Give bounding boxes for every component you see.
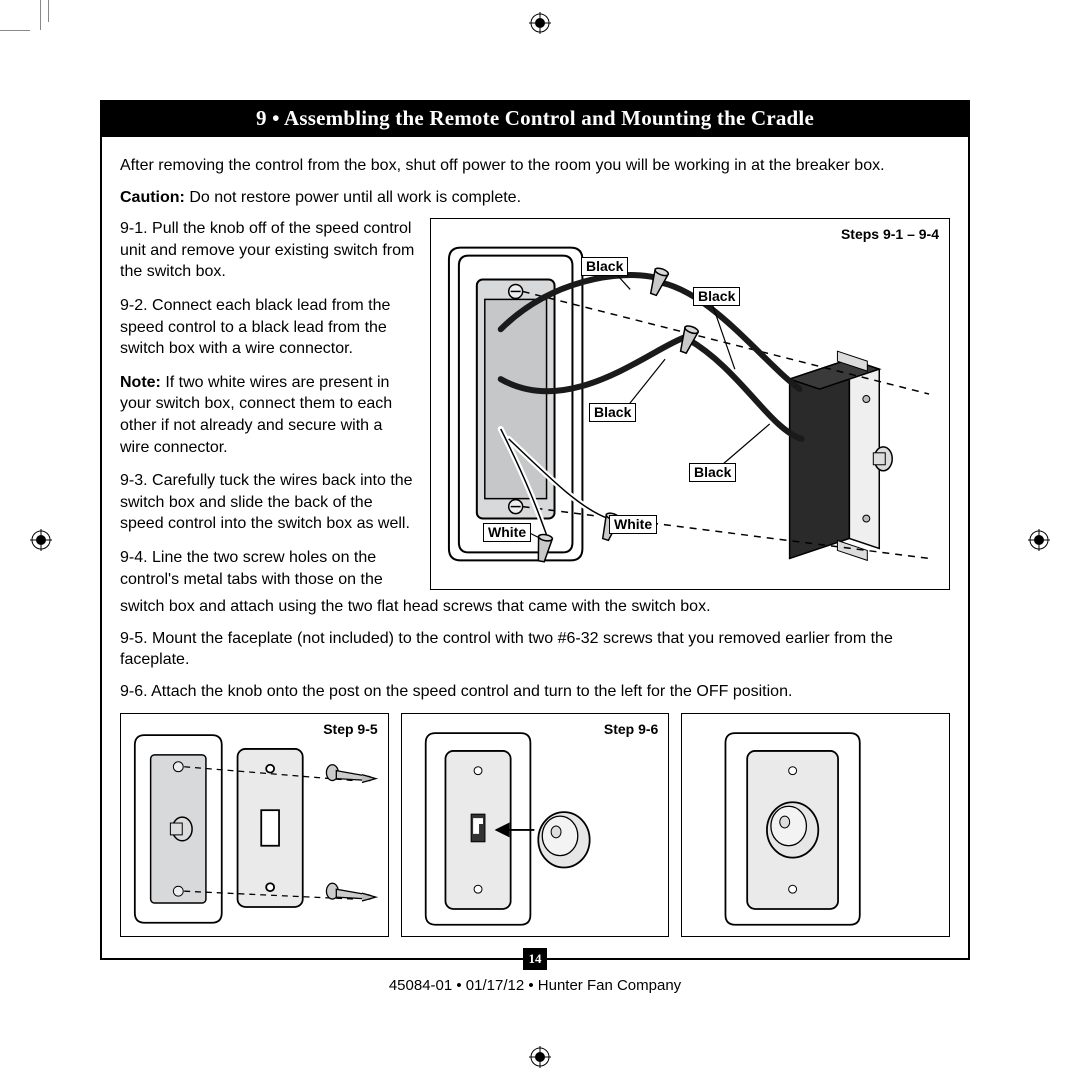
label-black-2: Black bbox=[693, 287, 740, 306]
label-white-1: White bbox=[483, 523, 531, 542]
section-header: 9 • Assembling the Remote Control and Mo… bbox=[102, 102, 968, 137]
step-9-3: 9-3. Carefully tuck the wires back into … bbox=[120, 470, 416, 535]
figure-panel-1: Step 9-5 bbox=[120, 713, 389, 937]
figure-panel-2: Step 9-6 bbox=[401, 713, 670, 937]
step-9-6: 9-6. Attach the knob onto the post on th… bbox=[120, 681, 950, 703]
note-label: Note: bbox=[120, 374, 161, 391]
registration-mark-top bbox=[529, 12, 551, 34]
registration-mark-right bbox=[1028, 529, 1050, 551]
caution-label: Caution: bbox=[120, 189, 185, 206]
caution-text: Do not restore power until all work is c… bbox=[185, 189, 521, 206]
steps-below: switch box and attach using the two flat… bbox=[120, 596, 950, 702]
figure-main: Steps 9-1 – 9-4 bbox=[430, 218, 950, 590]
step-9-1: 9-1. Pull the knob off of the speed cont… bbox=[120, 218, 416, 283]
figure-steps-label: Steps 9-1 – 9-4 bbox=[841, 225, 939, 244]
panel-1-label: Step 9-5 bbox=[323, 720, 377, 739]
figure-panel-3 bbox=[681, 713, 950, 937]
note-line: Note: If two white wires are present in … bbox=[120, 372, 416, 458]
registration-mark-bottom bbox=[529, 1046, 551, 1068]
steps-column: 9-1. Pull the knob off of the speed cont… bbox=[120, 218, 416, 590]
page-number: 14 bbox=[523, 948, 547, 970]
step-9-2: 9-2. Connect each black lead from the sp… bbox=[120, 295, 416, 360]
page-content: After removing the control from the box,… bbox=[102, 137, 968, 951]
registration-mark-left bbox=[30, 529, 52, 551]
panel-2-label: Step 9-6 bbox=[604, 720, 658, 739]
step-9-5: 9-5. Mount the faceplate (not included) … bbox=[120, 628, 950, 671]
crop-marks bbox=[0, 0, 48, 48]
figure-panels: Step 9-5 bbox=[120, 713, 950, 937]
intro-text: After removing the control from the box,… bbox=[120, 155, 950, 177]
page-frame: 9 • Assembling the Remote Control and Mo… bbox=[100, 100, 970, 960]
step-9-4a: 9-4. Line the two screw holes on the con… bbox=[120, 547, 416, 590]
label-black-3: Black bbox=[589, 403, 636, 422]
panel-1-svg bbox=[121, 714, 388, 936]
label-black-1: Black bbox=[581, 257, 628, 276]
section-title: 9 • Assembling the Remote Control and Mo… bbox=[256, 106, 814, 130]
label-black-4: Black bbox=[689, 463, 736, 482]
label-white-2: White bbox=[609, 515, 657, 534]
footer-text: 45084-01 • 01/17/12 • Hunter Fan Company bbox=[389, 977, 681, 994]
panel-3-svg bbox=[682, 714, 949, 936]
note-text: If two white wires are present in your s… bbox=[120, 374, 392, 456]
caution-line: Caution: Do not restore power until all … bbox=[120, 187, 950, 209]
step-9-4b: switch box and attach using the two flat… bbox=[120, 596, 950, 618]
panel-2-svg bbox=[402, 714, 669, 936]
